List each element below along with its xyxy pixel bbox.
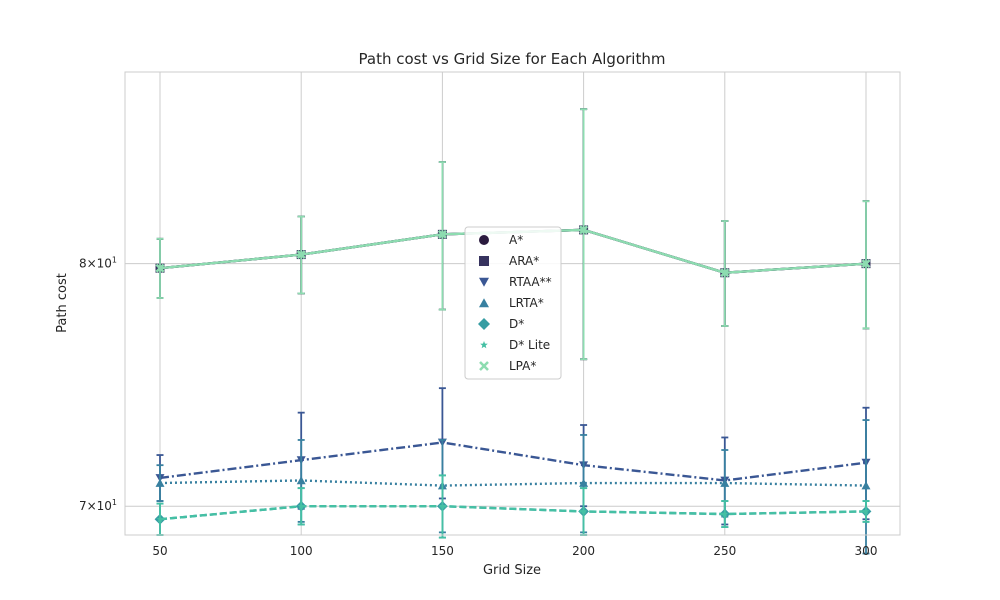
data-point	[155, 478, 165, 487]
x-axis-label: Grid Size	[483, 563, 541, 578]
marker-stroke	[437, 229, 447, 239]
data-point	[862, 507, 870, 515]
marker-stroke	[720, 268, 730, 278]
data-point	[156, 515, 164, 523]
x-axis-ticks: 50 100 150 200 250 300	[152, 544, 877, 558]
legend-label: A*	[509, 233, 523, 247]
data-point	[861, 481, 871, 490]
legend-label: D* Lite	[509, 338, 550, 352]
chart-title: Path cost vs Grid Size for Each Algorith…	[359, 50, 666, 68]
legend-marker	[478, 318, 490, 330]
data-point	[861, 259, 871, 269]
marker-stroke	[155, 263, 165, 273]
data-point	[720, 268, 730, 278]
legend-item: D*	[478, 317, 524, 331]
x-tick-label: 150	[431, 544, 454, 558]
data-point	[438, 502, 446, 510]
data-point	[297, 502, 305, 510]
marker-stroke	[479, 361, 489, 371]
y-tick-label: 7×101	[79, 498, 117, 513]
legend-item: ARA*	[479, 254, 539, 268]
legend-marker	[479, 361, 489, 371]
x-tick-label: 100	[290, 544, 313, 558]
legend-label: LPA*	[509, 359, 536, 373]
legend-marker	[479, 277, 489, 287]
data-point	[579, 225, 589, 235]
data-point	[296, 250, 306, 260]
data-point	[155, 263, 165, 273]
y-tick-label: 8×101	[79, 256, 117, 271]
legend-item: LPA*	[479, 359, 536, 373]
data-point	[437, 229, 447, 239]
data-point	[720, 478, 730, 487]
legend-marker	[479, 256, 489, 266]
x-tick-label: 300	[855, 544, 878, 558]
marker-stroke	[579, 225, 589, 235]
y-axis-label: Path cost	[55, 273, 70, 333]
legend-label: D*	[509, 317, 524, 331]
data-point	[580, 507, 588, 515]
x-tick-label: 200	[572, 544, 595, 558]
legend-marker	[480, 341, 488, 349]
legend-item: A*	[479, 233, 523, 247]
legend-label: ARA*	[509, 254, 539, 268]
legend-item: RTAA**	[479, 275, 552, 289]
legend-item: D* Lite	[480, 338, 550, 352]
data-point	[296, 476, 306, 485]
legend-label: RTAA**	[509, 275, 552, 289]
x-tick-label: 50	[152, 544, 167, 558]
legend-label: LRTA*	[509, 296, 544, 310]
legend-item: LRTA*	[479, 296, 544, 310]
marker-stroke	[861, 259, 871, 269]
data-point	[721, 510, 729, 517]
plot-frame	[124, 71, 901, 536]
legend-marker	[479, 298, 489, 308]
y-axis-ticks: 7×101 8×101	[79, 256, 117, 514]
data-point	[579, 478, 589, 487]
series-line	[159, 505, 867, 521]
marker-stroke	[296, 250, 306, 260]
legend: A* ARA* RTAA** LRTA* D* D* Lite LPA*	[464, 226, 562, 380]
legend-marker	[479, 235, 489, 245]
x-tick-label: 250	[713, 544, 736, 558]
